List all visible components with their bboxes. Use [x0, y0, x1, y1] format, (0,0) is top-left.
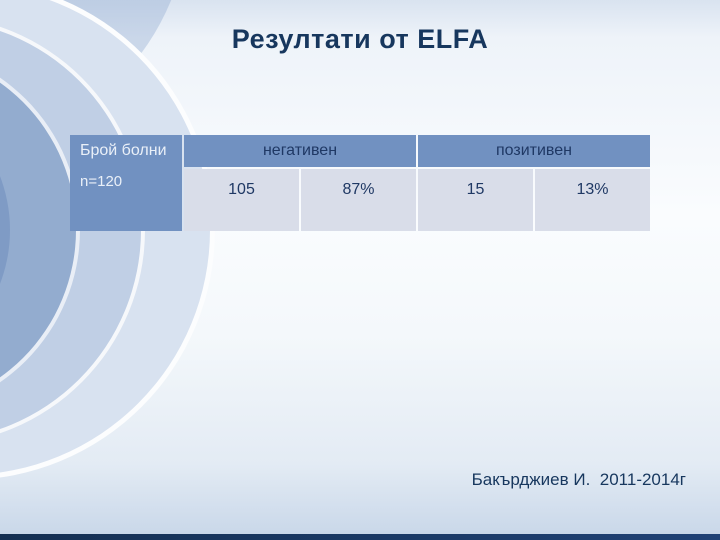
cell-negative-count: 105 — [184, 169, 299, 231]
cell-negative-percent: 87% — [301, 169, 416, 231]
row-header-subtitle: n=120 — [80, 173, 123, 191]
decor-arc-core — [0, 80, 10, 380]
citation-text: Бакърджиев И. 2011-2014г — [471, 470, 686, 489]
row-header-cell: Брой болни n=120 — [70, 135, 182, 231]
column-header-positive: позитивен — [418, 135, 650, 167]
results-table: Брой болни n=120 негативен позитивен 105… — [70, 135, 650, 231]
cell-positive-percent: 13% — [535, 169, 650, 231]
slide-title: Резултати от ELFA — [231, 24, 489, 54]
row-header-title: Брой болни — [80, 142, 167, 159]
cell-positive-count: 15 — [418, 169, 533, 231]
column-header-negative: негативен — [184, 135, 416, 167]
bottom-accent-bar — [0, 534, 720, 540]
